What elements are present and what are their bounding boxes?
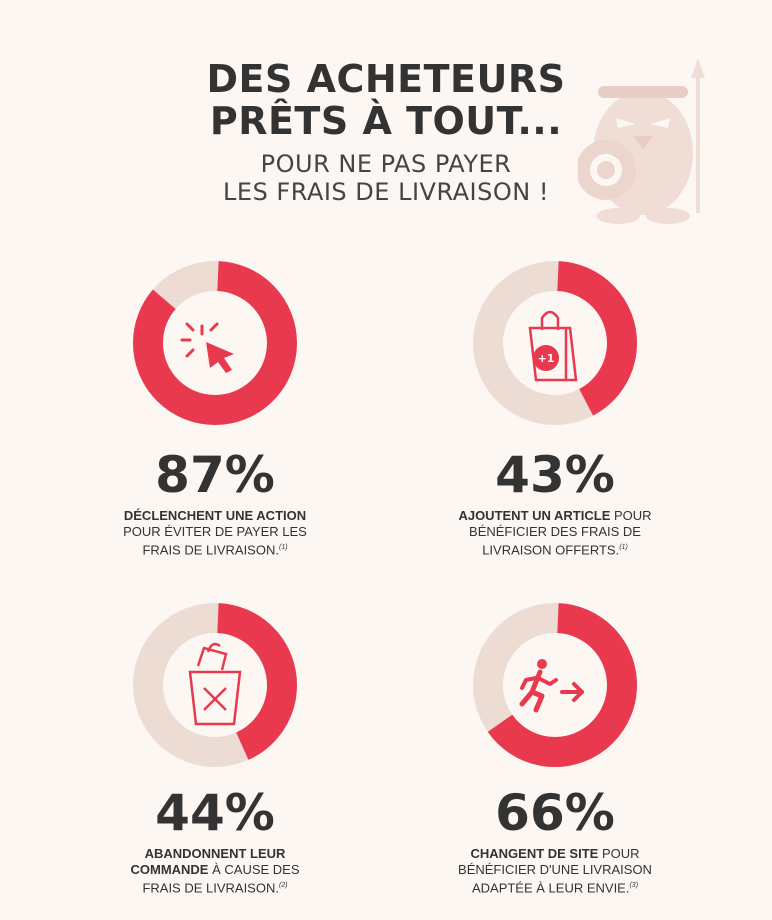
stat-percent-4: 66% xyxy=(495,784,615,842)
stat-line2-2: BÉNÉFICIER DES FRAIS DE xyxy=(469,524,641,539)
stat-bold-2: AJOUTENT UN ARTICLE xyxy=(458,508,611,523)
subtitle-line-2: LES FRAIS DE LIVRAISON ! xyxy=(223,178,549,206)
stat-note-2: (1) xyxy=(619,544,628,551)
donut-chart-3 xyxy=(133,603,297,767)
stat-card-4: 66% CHANGENT DE SITE POUR BÉNÉFICIER D'U… xyxy=(385,600,725,920)
stat-percent-3: 44% xyxy=(155,784,275,842)
trash-bag-icon xyxy=(188,642,242,726)
stat-line3-1: FRAIS DE LIVRAISON. xyxy=(142,542,279,558)
stat-line1-rest-2: POUR xyxy=(610,508,652,523)
donut-value-arc xyxy=(133,603,297,767)
penguin-mascot-icon xyxy=(578,58,705,224)
stat-line2-bold-3: COMMANDE xyxy=(130,862,209,877)
header: DES ACHETEURS PRÊTS À TOUT... POUR NE PA… xyxy=(0,58,772,206)
stat-description-4: CHANGENT DE SITE POUR BÉNÉFICIER D'UNE L… xyxy=(385,846,725,896)
stat-note-3: (2) xyxy=(278,882,288,889)
title-line-1: DES ACHETEURS xyxy=(206,57,566,101)
donut-value-arc xyxy=(473,261,637,425)
icon-plus-one-label: +1 xyxy=(538,352,555,365)
running-exit-icon xyxy=(519,659,584,713)
stat-description-1: DÉCLENCHENT UNE ACTION POUR ÉVITER DE PA… xyxy=(45,508,385,558)
stat-note-1: (1) xyxy=(278,544,288,551)
stat-line3-4: ADAPTÉE À LEUR ENVIE. xyxy=(471,880,630,896)
stat-percent-1: 87% xyxy=(155,446,275,504)
donut-chart-1 xyxy=(133,261,297,425)
stat-card-2: +1 43% AJOUTENT UN ARTICLE POUR BÉNÉFICI… xyxy=(385,258,725,578)
donut-chart-4 xyxy=(473,603,637,767)
stat-bold-1: DÉCLENCHENT UNE ACTION xyxy=(123,508,307,523)
stat-line1-rest-4: POUR xyxy=(598,846,640,861)
stat-line3-2: LIVRAISON OFFERTS. xyxy=(482,542,620,558)
stat-card-3: 44% ABANDONNENT LEUR COMMANDE À CAUSE DE… xyxy=(45,600,385,920)
click-cursor-icon xyxy=(180,322,234,373)
stat-line2-1: POUR ÉVITER DE PAYER LES xyxy=(123,524,307,539)
stat-line3-3: FRAIS DE LIVRAISON. xyxy=(142,880,279,896)
stat-card-1: 87% DÉCLENCHENT UNE ACTION POUR ÉVITER D… xyxy=(45,258,385,578)
donut-value-arc xyxy=(133,261,297,425)
stat-line2-3: À CAUSE DES xyxy=(208,862,300,877)
donut-chart-2: +1 xyxy=(473,261,637,425)
stat-description-2: AJOUTENT UN ARTICLE POUR BÉNÉFICIER DES … xyxy=(385,508,725,558)
donut-value-arc xyxy=(473,603,637,767)
shopping-bag-plus-icon: +1 xyxy=(528,310,578,382)
stat-note-4: (3) xyxy=(629,882,639,889)
stat-bold-4: CHANGENT DE SITE xyxy=(470,846,599,861)
stat-line2-4: BÉNÉFICIER D'UNE LIVRAISON xyxy=(458,862,652,877)
stat-description-3: ABANDONNENT LEUR COMMANDE À CAUSE DES FR… xyxy=(45,846,385,896)
stat-bold-3: ABANDONNENT LEUR xyxy=(144,846,286,861)
subtitle-line-1: POUR NE PAS PAYER xyxy=(260,150,512,178)
title-line-2: PRÊTS À TOUT... xyxy=(209,99,563,143)
stat-percent-2: 43% xyxy=(495,446,615,504)
